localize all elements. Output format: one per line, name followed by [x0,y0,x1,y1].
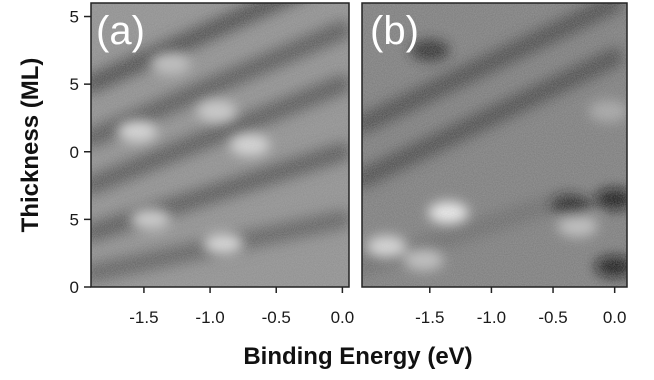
panel-a-y-axis: 0 5 0 5 5 [70,8,91,297]
panel-a: (a) 0 5 0 5 5 -1.5 -1.0 -0.5 0.0 [70,2,354,327]
panel-a-y-tick-label-0: 0 [70,278,79,297]
panel-a-y-tick-label-4: 5 [70,8,79,27]
panel-a-frame [90,2,350,288]
panel-b-x-tick-label-1: -1.0 [477,308,506,327]
panel-a-x-tick-label-3: 0.0 [331,308,355,327]
panel-a-label: (a) [96,9,145,53]
panel-b-grain [362,3,627,287]
panel-b: (b) -1.5 -1.0 -0.5 0.0 [361,2,628,327]
panel-b-x-tick-label-0: -1.5 [415,308,444,327]
panel-a-y-tick-label-1: 5 [70,210,79,229]
panel-b-x-axis: -1.5 -1.0 -0.5 0.0 [415,287,626,327]
panel-a-x-tick-label-1: -1.0 [195,308,224,327]
y-axis-title: Thickness (ML) [17,58,44,233]
panel-b-frame [361,2,628,288]
x-axis-title: Binding Energy (eV) [243,343,472,370]
panel-b-x-tick-label-3: 0.0 [603,308,627,327]
panel-a-x-tick-label-0: -1.5 [129,308,158,327]
panel-b-label: (b) [370,9,419,53]
panel-a-x-axis: -1.5 -1.0 -0.5 0.0 [129,287,354,327]
panel-a-x-tick-label-2: -0.5 [262,308,291,327]
panel-b-x-tick-label-2: -0.5 [538,308,567,327]
panel-a-y-tick-label-3: 5 [70,75,79,94]
panel-a-grain [91,3,349,287]
panel-a-y-tick-label-2: 0 [70,143,79,162]
